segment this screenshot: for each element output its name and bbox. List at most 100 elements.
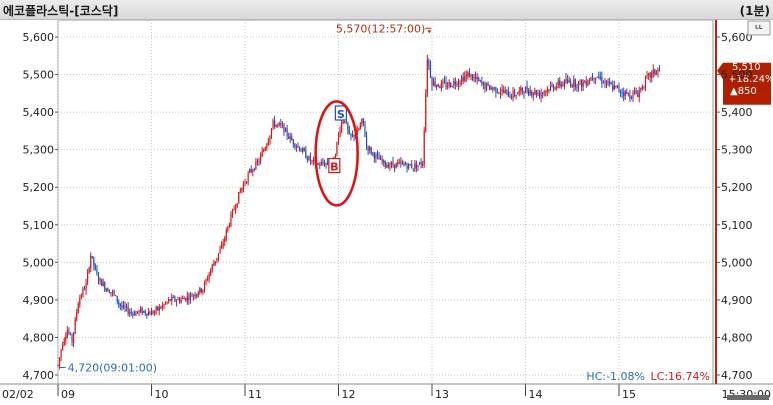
candle-body — [574, 79, 576, 88]
candle-body — [341, 122, 343, 131]
candle-body — [657, 69, 659, 72]
candle-body — [476, 77, 478, 79]
candle-body — [649, 72, 651, 78]
candle-body — [141, 307, 143, 314]
candle-body — [96, 269, 98, 275]
candle-body — [566, 79, 569, 83]
candle-body — [157, 306, 159, 310]
candle-body — [618, 86, 620, 91]
candle-body — [627, 93, 629, 95]
candle-body — [484, 82, 486, 90]
candle-body — [345, 122, 347, 124]
candle-body — [434, 81, 436, 86]
candle-body — [94, 266, 96, 269]
candle-body — [468, 72, 470, 78]
candle-body — [446, 85, 449, 87]
candle-body — [323, 163, 326, 166]
candle-body — [222, 243, 224, 246]
y-tick-label-left: 5,200 — [23, 181, 55, 194]
candle-body — [521, 87, 523, 93]
candle-body — [77, 303, 79, 314]
current-price-change: ▲850 — [730, 86, 757, 97]
candle-body — [517, 93, 519, 95]
candle-body — [122, 305, 125, 308]
sell-marker[interactable]: S — [334, 105, 347, 121]
candle-body — [528, 90, 530, 95]
candle-body — [132, 313, 134, 315]
price-chart[interactable]: 5,570(12:57:00) 4,720(09:01:00) HC:-1.08% L… — [0, 20, 773, 405]
buy-marker[interactable]: B — [328, 157, 341, 174]
candle-body — [630, 97, 633, 99]
candle-body — [294, 143, 296, 147]
y-tick-label-left: 5,500 — [23, 69, 55, 82]
candle-body — [369, 147, 371, 150]
period-label[interactable]: (1분) — [739, 4, 770, 18]
y-tick-label-left: 4,800 — [23, 331, 55, 344]
candle-body — [245, 181, 248, 183]
candle-body — [379, 158, 382, 160]
candle-body — [225, 230, 227, 239]
candle-body — [395, 162, 397, 169]
candle-body — [518, 90, 520, 93]
candle-body — [60, 349, 62, 358]
candle-body — [281, 124, 283, 126]
candle-body — [62, 344, 64, 350]
candle-body — [339, 130, 341, 136]
candle-body — [231, 209, 234, 215]
candle-body — [139, 308, 142, 312]
candle-body — [353, 134, 355, 137]
candle-body — [581, 79, 583, 88]
candle-body — [585, 81, 587, 85]
candle-body — [619, 90, 622, 93]
x-tick-label: 12 — [342, 388, 356, 401]
candle-body — [274, 120, 276, 127]
candle-body — [559, 80, 561, 86]
candle-body — [115, 295, 117, 297]
candle-body — [442, 81, 444, 84]
candle-body — [337, 134, 340, 143]
candle-body — [423, 130, 425, 165]
x-tick-label: 09 — [61, 388, 75, 401]
candle-body — [108, 291, 111, 294]
date-label: 02/02 — [2, 388, 34, 401]
candle-body — [289, 136, 291, 140]
candle-body — [133, 313, 135, 316]
candle-body — [601, 76, 603, 83]
candle-body — [171, 297, 173, 301]
candle-body — [451, 86, 453, 88]
candle-body — [208, 274, 210, 279]
candle-body — [68, 330, 70, 334]
candle-body — [291, 136, 293, 141]
candle-body — [443, 81, 446, 83]
candle-body — [250, 169, 252, 172]
candle-body — [58, 357, 61, 366]
candle-body — [465, 74, 467, 77]
candle-body — [623, 92, 625, 96]
candle-body — [557, 80, 559, 85]
candle-body — [515, 95, 517, 97]
candle-body — [278, 123, 280, 125]
candle-body — [425, 93, 427, 132]
candle-body — [593, 77, 595, 80]
y-tick-label-right: 5,000 — [721, 256, 753, 269]
candle-body — [613, 85, 615, 90]
scroll-handle[interactable] — [727, 395, 769, 400]
min-price-label: 4,720(09:01:00) — [68, 361, 157, 374]
max-price-label: 5,570(12:57:00) — [336, 22, 425, 35]
candle-body — [403, 163, 405, 165]
candle-body — [111, 291, 114, 293]
candle-body — [510, 96, 513, 99]
candle-body — [99, 278, 101, 281]
candle-body — [119, 303, 121, 306]
candle-body — [87, 272, 89, 283]
candle-body — [85, 283, 87, 291]
candle-body — [277, 124, 279, 126]
candle-body — [637, 94, 639, 97]
candle-body — [283, 123, 285, 133]
candle-body — [297, 146, 299, 148]
candle-body — [219, 249, 221, 254]
candle-body — [288, 136, 290, 139]
candle-body — [269, 135, 271, 143]
layout-toggle-icon[interactable]: ᄔ — [747, 20, 771, 36]
